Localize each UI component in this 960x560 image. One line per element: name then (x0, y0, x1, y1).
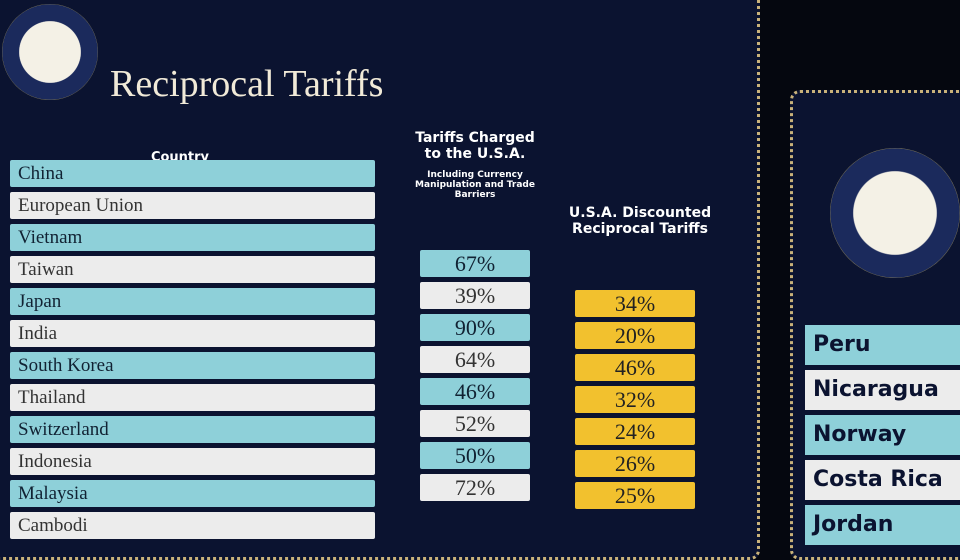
side-country-cell: Costa Rica (805, 460, 960, 500)
title: Reciprocal Tariffs (110, 63, 384, 105)
country-cell: Malaysia (10, 480, 375, 507)
discounted-tariff-cell: 32% (575, 386, 695, 413)
discounted-tariff-cell: 26% (575, 450, 695, 477)
tariff-charged-cell: 90% (420, 314, 530, 341)
country-cell: Vietnam (10, 224, 375, 251)
country-cell: Taiwan (10, 256, 375, 283)
discounted-tariff-cell: 46% (575, 354, 695, 381)
country-cell: India (10, 320, 375, 347)
tariff-charged-cell: 52% (420, 410, 530, 437)
tariff-charged-cell: 72% (420, 474, 530, 501)
tariff-charged-cell: 39% (420, 282, 530, 309)
presidential-seal (2, 4, 98, 100)
country-cell: China (10, 160, 375, 187)
country-cell: Switzerland (10, 416, 375, 443)
discounted-tariff-cell: 20% (575, 322, 695, 349)
discounted-tariff-cell: 25% (575, 482, 695, 509)
discounted-tariff-cell: 34% (575, 290, 695, 317)
side-country-cell: Nicaragua (805, 370, 960, 410)
side-country-cell: Norway (805, 415, 960, 455)
country-cell: Cambodi (10, 512, 375, 539)
tariff-charged-cell: 64% (420, 346, 530, 373)
column-header: Tariffs Charged to the U.S.A. (415, 130, 535, 162)
discounted-tariff-cell: 24% (575, 418, 695, 445)
presidential-seal (830, 148, 960, 278)
tariff-charged-cell: 67% (420, 250, 530, 277)
column-subheader: Including Currency Manipulation and Trad… (415, 170, 535, 200)
side-country-cell: Jordan (805, 505, 960, 545)
country-cell: Thailand (10, 384, 375, 411)
tariff-charged-cell: 50% (420, 442, 530, 469)
country-cell: European Union (10, 192, 375, 219)
country-cell: South Korea (10, 352, 375, 379)
country-cell: Japan (10, 288, 375, 315)
tariff-charged-cell: 46% (420, 378, 530, 405)
column-header: U.S.A. Discounted Reciprocal Tariffs (568, 205, 712, 237)
country-cell: Indonesia (10, 448, 375, 475)
side-country-cell: Peru (805, 325, 960, 365)
